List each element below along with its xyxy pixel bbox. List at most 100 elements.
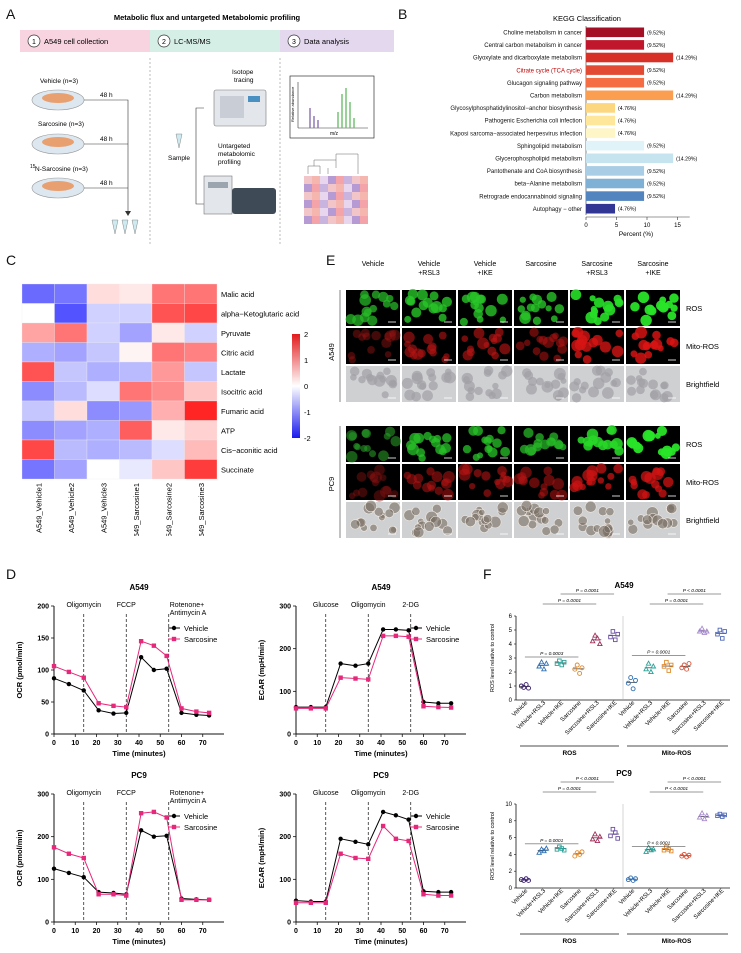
- microscopy-cell: [384, 332, 393, 341]
- ros-point: [717, 811, 723, 817]
- heatmap-cell: [184, 361, 218, 382]
- seahorse-point: [393, 813, 399, 818]
- microscopy-cell: [602, 387, 614, 399]
- mini-heatmap-icon: [304, 153, 368, 224]
- microscopy-cell: [500, 446, 511, 457]
- ros-point: [664, 844, 669, 850]
- seahorse-point: [96, 892, 101, 897]
- panel-label-b: B: [398, 6, 408, 22]
- microscopy-cell: [434, 486, 443, 496]
- microscopy-cell: [352, 489, 360, 497]
- seahorse-y-tick-label: 100: [279, 877, 291, 884]
- microscopy-cell: [388, 379, 398, 389]
- mini-heat-cell: [304, 184, 312, 192]
- p-value-label: P < 0.0001: [683, 588, 706, 594]
- mini-heat-cell: [320, 200, 328, 208]
- ros-point: [610, 826, 616, 832]
- microscopy-cell: [473, 309, 483, 319]
- seahorse-x-tick-label: 40: [377, 740, 385, 747]
- microscopy-cell: [639, 367, 647, 376]
- legend-marker: [413, 824, 419, 830]
- microscopy-row-label: ROS: [686, 440, 702, 449]
- microscopy-cell: [360, 290, 369, 300]
- heatmap-row-label: ATP: [221, 426, 235, 435]
- ros-point: [722, 812, 727, 818]
- microscopy-cell: [600, 372, 612, 383]
- microscopy-cell: [497, 426, 506, 435]
- heatmap-cell: [86, 381, 120, 402]
- kegg-value-label: (4.76%): [618, 207, 636, 213]
- ros-point: [561, 659, 567, 665]
- kegg-category-label: Glycerophospholipid metabolism: [495, 157, 582, 163]
- ms-ylabel: Relative abundance: [290, 86, 295, 122]
- microscopy-cell: [369, 523, 378, 532]
- microscopy-cell: [630, 302, 640, 312]
- mini-heat-cell: [344, 192, 352, 200]
- kegg-category-label: Pathogenic Escherichia coli infection: [485, 119, 582, 125]
- mini-heat-cell: [328, 216, 336, 224]
- seahorse-point: [293, 706, 299, 711]
- kegg-value-label: (9.52%): [647, 81, 665, 87]
- heatmap-cell: [184, 459, 218, 480]
- microscopy-cell: [403, 331, 415, 344]
- microscopy-cell: [384, 508, 394, 518]
- heatmap-cell: [54, 322, 88, 343]
- isotope-superscript: 15: [30, 164, 36, 170]
- heatmap-cell: [54, 381, 88, 402]
- microscopy-cell: [388, 525, 397, 535]
- ros-y-tick-label: 0: [509, 886, 513, 892]
- kegg-x-label: Percent (%): [619, 231, 653, 238]
- microscopy-cell: [598, 525, 611, 538]
- mini-heat-cell: [360, 208, 368, 216]
- heatmap-cell: [119, 342, 153, 363]
- microscopy-cell: [519, 312, 531, 324]
- p-value-label: P = 0.0001: [647, 650, 670, 656]
- ros-point: [643, 848, 650, 854]
- microscopy-cell: [441, 296, 452, 307]
- microscopy-cell: [630, 350, 638, 358]
- microscopy-cell: [605, 507, 615, 517]
- seahorse-series-line: [296, 825, 452, 904]
- mini-heat-cell: [344, 176, 352, 184]
- heatmap-col-label: A549_Vehicle1: [34, 483, 43, 533]
- microscopy-cell: [417, 349, 426, 358]
- group-label-ros: ROS: [562, 750, 577, 757]
- microscopy-cell: [474, 386, 483, 396]
- microscopy-cell: [642, 429, 655, 442]
- microscopy-cell: [441, 478, 449, 487]
- ros-point: [538, 658, 545, 665]
- ros-point: [722, 629, 727, 634]
- mini-heat-cell: [352, 208, 360, 216]
- microscopy-cell: [627, 524, 639, 535]
- heatmap-cell: [151, 400, 185, 421]
- seahorse-point: [380, 627, 386, 632]
- ros-point: [661, 664, 667, 669]
- microscopy-cell: [349, 366, 360, 377]
- injection-label: Oligomycin: [66, 790, 101, 797]
- microscopy-cell: [358, 376, 366, 384]
- microscopy-cell: [519, 296, 526, 303]
- panel-f-ros-quant: A549 0 1 2 3 4 5 6 ROS level relative to control…: [490, 581, 730, 945]
- microscopy-cell: [545, 305, 552, 312]
- seahorse-point: [448, 705, 454, 710]
- group-vehicle-label: Vehicle (n=3): [40, 78, 78, 85]
- microscopy-cell: [540, 516, 550, 525]
- microscopy-cell: [403, 471, 412, 480]
- legend-label: Sarcosine: [184, 635, 217, 644]
- seahorse-point: [66, 870, 72, 876]
- seahorse-y-tick-label: 200: [279, 646, 291, 653]
- microscopy-cell: [492, 382, 499, 390]
- seahorse-x-tick-label: 0: [294, 740, 298, 747]
- kegg-category-label: Retrograde endocannabinoid signaling: [479, 194, 582, 200]
- ros-point: [592, 632, 599, 638]
- microscopy-cell: [660, 381, 669, 390]
- time-label-1: 48 h: [100, 92, 113, 99]
- microscopy-cell: [636, 385, 645, 395]
- ros-point: [608, 634, 613, 640]
- seahorse-y-tick-label: 300: [279, 792, 291, 799]
- heatmap-cell: [151, 342, 185, 363]
- ros-point: [518, 683, 524, 689]
- seahorse-y-tick-label: 0: [45, 732, 49, 739]
- mini-heat-cell: [328, 200, 336, 208]
- group-sarcosine-label: Sarcosine (n=3): [38, 121, 84, 128]
